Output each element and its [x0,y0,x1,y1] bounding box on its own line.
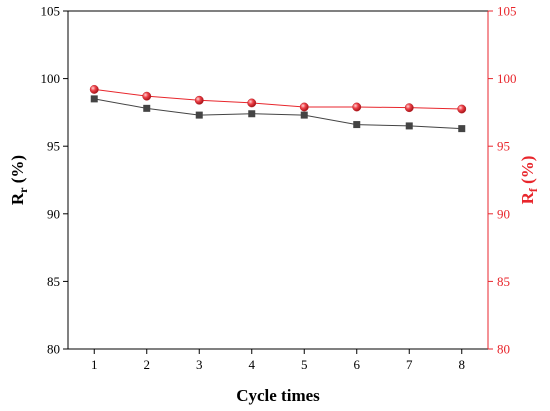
point-rr [90,95,98,103]
point-rf [352,102,362,112]
left-tick-label: 100 [41,71,61,86]
right-axis-title-unit: (%) [518,156,537,189]
point-rf [194,95,204,105]
point-rf [89,85,99,94]
x-axis-title: Cycle times [236,386,320,405]
right-tick-label: 90 [497,206,510,221]
left-axis-title-main: R [8,192,27,205]
point-rr [195,111,203,119]
point-rr [458,125,466,133]
left-tick-label: 85 [47,274,60,289]
x-tick-label: 3 [196,357,203,372]
right-axis-title-sub: f [526,187,540,192]
x-tick-label: 4 [249,357,256,372]
right-tick-label: 85 [497,274,510,289]
right-tick-label: 95 [497,139,510,154]
series-line-rr [94,98,462,130]
right-axis-ticks: 80 85 90 95 100 105 [488,4,517,357]
left-tick-label: 80 [47,342,60,357]
left-axis-title-sub: r [16,187,30,193]
series-layer [89,85,467,133]
point-rf [142,91,152,101]
point-rf [457,104,467,114]
left-axis-ticks: 80 85 90 95 100 105 [41,4,68,357]
right-tick-label: 80 [497,342,510,357]
series-line-rf [94,88,462,110]
right-tick-label: 100 [497,71,517,86]
x-tick-label: 5 [301,357,308,372]
right-axis-title: Rf (%) [518,156,540,205]
left-axis-title-unit: (%) [8,155,27,188]
left-tick-label: 90 [47,206,60,221]
point-rr [248,110,256,118]
left-axis-title: Rr (%) [8,155,30,205]
right-axis-title-main: R [518,191,537,204]
point-rr [300,111,308,119]
left-tick-label: 95 [47,139,60,154]
point-rr [143,104,151,112]
x-tick-label: 6 [354,357,361,372]
point-rr [353,121,361,129]
x-tick-label: 7 [406,357,413,372]
point-rf [299,102,309,112]
x-tick-label: 2 [144,357,151,372]
x-tick-label: 8 [459,357,466,372]
left-tick-label: 105 [41,4,61,19]
point-rf [247,98,257,108]
x-axis-ticks: 1 2 3 4 5 6 7 8 [91,349,465,372]
plot-frame [67,10,489,350]
point-rr [405,122,413,130]
x-tick-label: 1 [91,357,98,372]
point-rf [404,103,414,113]
right-tick-label: 105 [497,4,517,19]
